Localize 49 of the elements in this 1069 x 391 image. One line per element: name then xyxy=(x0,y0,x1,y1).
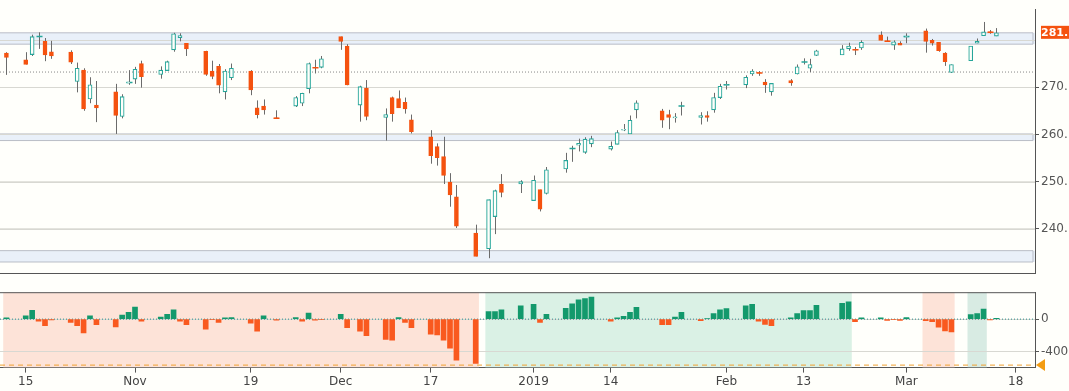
x-tick-label: 14 xyxy=(603,373,619,388)
x-tick-label: Nov xyxy=(123,373,147,388)
candlestick xyxy=(441,136,446,185)
y-tick-label: 0 xyxy=(1041,311,1049,326)
candlestick xyxy=(248,69,254,96)
y-tick-label: 270. xyxy=(1041,79,1068,94)
candlestick xyxy=(499,173,504,198)
bar xyxy=(517,305,524,319)
x-tick-label: 2019 xyxy=(518,373,549,388)
bar xyxy=(852,319,858,322)
bar xyxy=(337,313,344,319)
x-tick-label: 17 xyxy=(423,373,439,388)
candlestick xyxy=(113,83,119,135)
bar xyxy=(537,319,543,323)
candlestick xyxy=(216,63,221,94)
x-tick-label: 19 xyxy=(243,373,259,388)
candlestick xyxy=(306,62,311,94)
bar xyxy=(607,319,614,322)
x-tick-label: 15 xyxy=(18,373,34,388)
candlestick xyxy=(94,80,99,123)
bar xyxy=(112,319,119,328)
y-tick-label: -400 xyxy=(1041,343,1069,358)
candlestick xyxy=(666,109,671,130)
candlestick xyxy=(203,50,209,77)
candlestick xyxy=(923,28,929,54)
text: 281. xyxy=(1041,25,1069,39)
x-tick-label: Dec xyxy=(329,373,353,388)
candlestick xyxy=(409,114,414,134)
x-tick-label: 18 xyxy=(1008,373,1024,388)
candlestick xyxy=(4,51,9,76)
candlestick xyxy=(428,129,434,165)
bar xyxy=(299,319,305,322)
bar xyxy=(93,319,100,326)
x-tick-label: Feb xyxy=(715,373,738,388)
bar xyxy=(472,319,479,364)
candlestick xyxy=(711,92,716,114)
y-tick-label: 250. xyxy=(1041,173,1068,188)
bar xyxy=(87,315,93,319)
candlestick xyxy=(473,224,479,257)
candlestick xyxy=(531,175,536,202)
candlestick xyxy=(139,60,144,89)
bar xyxy=(344,319,350,328)
candlestick xyxy=(563,152,569,174)
y-tick-label: 260. xyxy=(1041,126,1068,141)
x-tick-label: 13 xyxy=(795,373,812,388)
y-tick-label: 240. xyxy=(1041,221,1068,236)
x-tick-label: Mar xyxy=(895,373,918,388)
candlestick xyxy=(672,112,678,124)
candlestick xyxy=(383,107,389,142)
